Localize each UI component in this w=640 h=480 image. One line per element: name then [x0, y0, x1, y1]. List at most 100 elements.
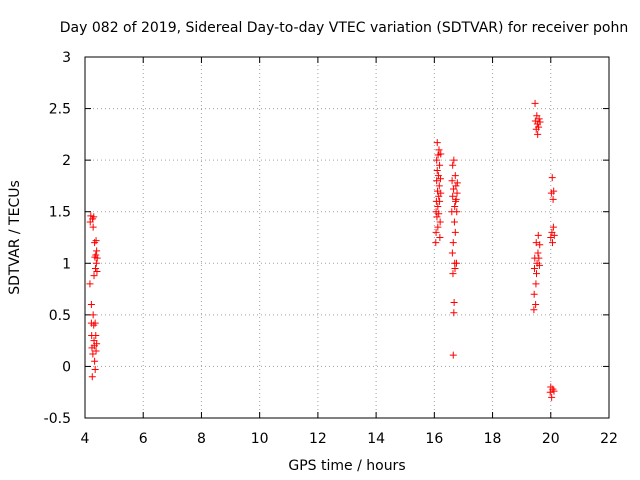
- data-point: [536, 118, 544, 126]
- data-point: [93, 247, 101, 255]
- data-point: [435, 182, 443, 190]
- data-point: [86, 280, 94, 288]
- data-point: [533, 270, 541, 278]
- data-point: [433, 156, 441, 164]
- data-point: [548, 174, 556, 182]
- data-point: [434, 223, 442, 231]
- data-point: [451, 203, 459, 211]
- data-point: [532, 280, 540, 288]
- y-tick-label: 1: [62, 256, 71, 272]
- data-point: [550, 187, 558, 195]
- data-point: [435, 210, 443, 218]
- data-point: [90, 272, 98, 280]
- data-point: [452, 195, 460, 203]
- data-point: [437, 150, 445, 158]
- x-tick-label: 18: [484, 431, 502, 447]
- data-point: [90, 213, 98, 221]
- data-point: [452, 259, 460, 267]
- y-tick-label: 1.5: [49, 205, 71, 221]
- data-point: [530, 264, 538, 272]
- x-tick-labels: 4 6 8 10 12 14 16 18 20 22: [81, 431, 618, 447]
- data-point: [451, 228, 459, 236]
- data-point: [549, 239, 557, 247]
- data-point: [550, 387, 558, 395]
- data-point: [89, 223, 97, 231]
- data-point: [535, 261, 543, 269]
- data-point: [534, 231, 542, 239]
- data-point: [93, 268, 101, 276]
- x-tick-label: 14: [367, 431, 385, 447]
- data-point: [549, 223, 557, 231]
- data-point: [92, 347, 100, 355]
- data-point: [92, 237, 100, 245]
- data-point: [450, 156, 458, 164]
- data-point: [453, 189, 461, 197]
- data-point: [89, 350, 97, 358]
- data-point: [449, 351, 457, 359]
- data-point: [91, 319, 99, 327]
- data-point: [453, 179, 461, 187]
- y-tick-label: 0: [62, 359, 71, 375]
- data-point: [436, 161, 444, 169]
- data-point: [93, 340, 101, 348]
- data-point: [436, 175, 444, 183]
- data-point: [448, 249, 456, 257]
- data-point: [91, 264, 99, 272]
- x-tick-label: 6: [139, 431, 148, 447]
- data-point: [532, 301, 540, 309]
- data-point: [450, 218, 458, 226]
- data-points: [86, 99, 558, 401]
- data-point: [92, 331, 100, 339]
- axis-ticks: [84, 56, 610, 419]
- x-tick-label: 16: [425, 431, 443, 447]
- data-point: [433, 139, 441, 147]
- data-point: [87, 301, 95, 309]
- data-point: [531, 99, 539, 107]
- data-point: [449, 239, 457, 247]
- data-point: [550, 231, 558, 239]
- y-tick-label: 3: [62, 50, 71, 66]
- x-tick-label: 8: [197, 431, 206, 447]
- data-point: [87, 212, 95, 220]
- x-axis-label: GPS time / hours: [288, 458, 405, 474]
- data-point: [449, 192, 457, 200]
- data-point: [434, 203, 442, 211]
- data-point: [88, 373, 96, 381]
- data-point: [451, 264, 459, 272]
- grid: [85, 57, 609, 418]
- data-point: [453, 208, 461, 216]
- data-point: [530, 306, 538, 314]
- data-point: [534, 130, 542, 138]
- data-point: [433, 213, 441, 221]
- data-point: [436, 197, 444, 205]
- data-point: [436, 234, 444, 241]
- y-tick-label: -0.5: [44, 411, 71, 427]
- data-point: [548, 393, 556, 401]
- data-point: [549, 195, 557, 203]
- data-point: [452, 182, 460, 190]
- data-point: [433, 166, 441, 174]
- data-point: [449, 270, 457, 278]
- data-point: [451, 172, 459, 180]
- y-axis-label: SDTVAR / TECUs: [7, 180, 23, 295]
- data-point: [93, 254, 101, 262]
- y-tick-label: 2.5: [49, 102, 71, 118]
- data-point: [437, 189, 445, 197]
- data-point: [535, 115, 543, 123]
- y-tick-label: 0.5: [49, 308, 71, 324]
- data-point: [435, 146, 443, 154]
- data-point: [535, 123, 543, 131]
- data-point: [534, 249, 542, 257]
- data-point: [535, 254, 543, 262]
- data-point: [448, 177, 456, 185]
- x-tick-label: 10: [251, 431, 269, 447]
- data-point: [450, 298, 458, 306]
- x-tick-label: 20: [542, 431, 560, 447]
- data-point: [89, 311, 97, 319]
- data-point: [91, 357, 99, 365]
- data-point: [450, 309, 458, 317]
- data-point: [530, 290, 538, 298]
- data-point: [92, 259, 100, 267]
- y-tick-labels: -0.5 0 0.5 1 1.5 2 2.5 3: [44, 50, 71, 427]
